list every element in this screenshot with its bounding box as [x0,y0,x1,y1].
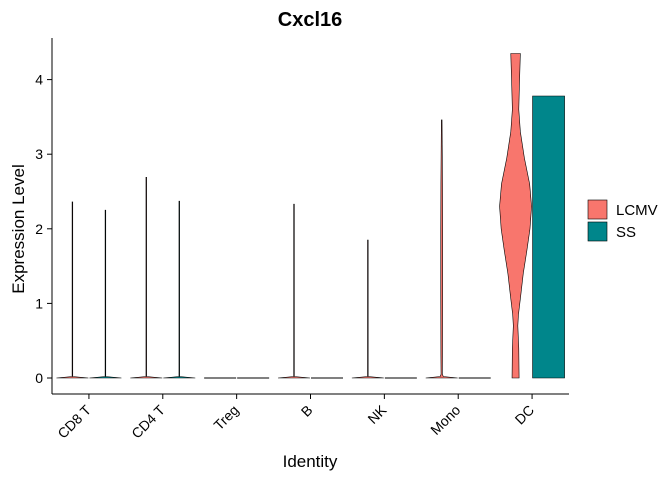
y-tick-label: 4 [35,72,43,88]
y-axis-ticks: 0 1 2 3 4 [35,72,52,386]
x-tick-label: Mono [427,402,463,438]
violin-dc-ss [532,95,565,379]
violin-nk-lcmv [351,239,384,379]
violin-mono-lcmv [425,119,458,379]
violin-dc-lcmv [499,53,532,379]
x-axis-ticks: CD8 T CD4 T Treg B NK Mono DC [54,394,537,442]
violin-cd4-t-lcmv [130,177,163,379]
x-tick-label: CD4 T [128,401,168,441]
legend-label-lcmv: LCMV [616,202,658,219]
legend-key-lcmv [587,199,608,220]
y-tick-label: 2 [35,221,43,237]
violin-cd8-t-ss [89,209,122,379]
x-tick-label: NK [364,401,390,427]
chart-title: Cxcl16 [278,9,343,31]
x-tick-label: B [298,402,316,420]
violin-cd4-t-ss [163,200,196,379]
violins-layer [56,53,565,379]
y-axis-title: Expression Level [9,164,28,293]
violin-b-lcmv [277,203,311,379]
legend: LCMV SS [587,199,658,242]
x-axis-title: Identity [283,452,338,471]
legend-label-ss: SS [616,224,636,241]
y-tick-label: 3 [35,146,43,162]
y-tick-label: 1 [35,295,43,311]
violin-cd8-t-lcmv [56,201,89,379]
legend-key-ss [587,221,608,242]
x-tick-label: Treg [210,402,241,433]
x-tick-label: DC [512,402,538,428]
y-tick-label: 0 [35,370,43,386]
x-tick-label: CD8 T [54,401,94,441]
